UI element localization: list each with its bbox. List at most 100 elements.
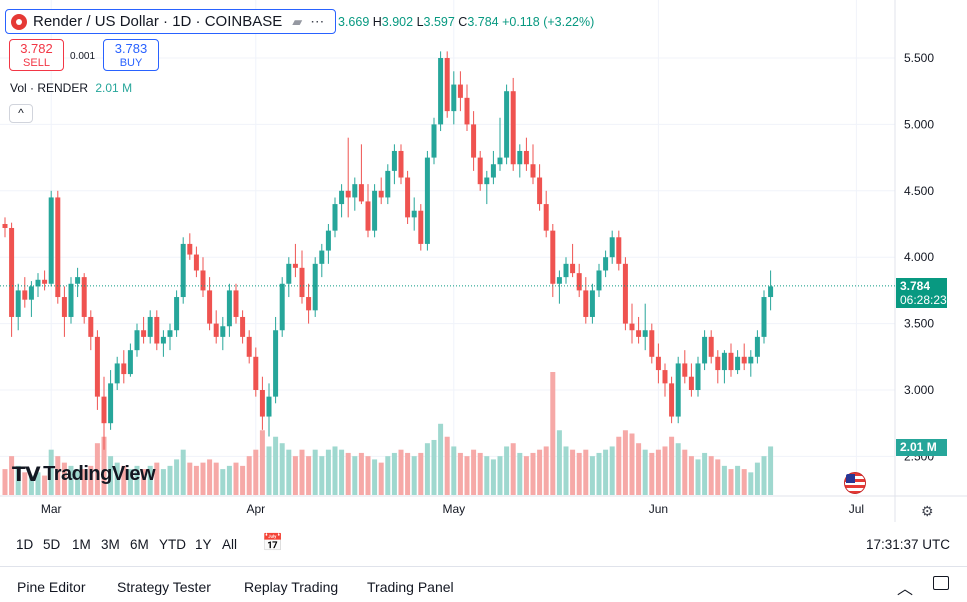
chevron-up-icon[interactable]: ︿ (897, 581, 914, 598)
tab-replay-trading[interactable]: Replay Trading (244, 579, 339, 595)
range-1m[interactable]: 1M (72, 537, 91, 552)
candle-body (42, 279, 48, 284)
candle-body (332, 204, 338, 231)
candle-body (213, 323, 219, 337)
candle-body (22, 290, 28, 300)
ohlc-high: 3.902 (381, 15, 414, 29)
volume-bar (207, 459, 213, 495)
volume-bar (94, 443, 100, 495)
range-3m[interactable]: 3M (101, 537, 120, 552)
candle-body (385, 170, 391, 198)
volume-bar (675, 443, 681, 495)
volume-bar (682, 449, 688, 495)
collapse-legend-button[interactable]: ^ (9, 104, 33, 123)
candle-body (444, 58, 450, 112)
range-all[interactable]: All (222, 537, 238, 552)
range-ytd[interactable]: YTD (159, 537, 186, 552)
volume-bar (48, 449, 54, 495)
volume-bar (411, 456, 417, 495)
volume-bar (81, 469, 87, 495)
range-1d[interactable]: 1D (16, 537, 34, 552)
volume-bar (702, 452, 708, 495)
volume-bar (477, 452, 483, 495)
x-tick-label: Jun (649, 502, 668, 516)
range-1y[interactable]: 1Y (195, 537, 212, 552)
candle-body (477, 157, 483, 185)
candle-body (748, 356, 754, 364)
range-6m[interactable]: 6M (130, 537, 149, 552)
tradingview-logo[interactable]: 𝗧𝗩 TradingView (12, 462, 156, 487)
candle-body (728, 352, 734, 371)
candle-body (246, 336, 252, 357)
candle-body (438, 58, 444, 125)
date-range-calendar-icon[interactable]: 📅 (262, 533, 284, 552)
volume-bar (233, 462, 239, 495)
volume-bar (134, 465, 140, 495)
tab-strategy-tester[interactable]: Strategy Tester (117, 579, 211, 595)
y-tick-label: 3.500 (904, 317, 934, 331)
volume-label: Vol · RENDER (10, 81, 89, 95)
candle-body (28, 286, 34, 300)
volume-bar (259, 430, 265, 495)
candle-body (180, 243, 186, 298)
buy-label: BUY (119, 57, 143, 69)
volume-bar (715, 459, 721, 495)
candle-body (530, 164, 536, 178)
candle-body (702, 336, 708, 364)
volume-bar (556, 430, 562, 495)
candle-body (484, 177, 490, 185)
candle-body (207, 290, 213, 324)
candle-body (266, 396, 272, 417)
candle-body (35, 279, 41, 287)
symbol-title: Render / US Dollar · 1D · COINBASE (33, 13, 283, 30)
candle-body (193, 254, 199, 271)
volume-bar (352, 456, 358, 495)
sell-button[interactable]: 3.782 SELL (9, 39, 64, 71)
volume-legend: Vol · RENDER 2.01 M (10, 81, 132, 95)
bottom-panel: Pine Editor Strategy Tester Replay Tradi… (0, 566, 967, 602)
volume-bar (517, 452, 523, 495)
volume-bar (306, 456, 312, 495)
candle-body (464, 97, 470, 125)
volume-bar (451, 446, 457, 495)
candle-body (510, 91, 516, 165)
gear-icon[interactable]: ⚙ (921, 503, 934, 519)
utc-clock[interactable]: 17:31:37 UTC (866, 537, 951, 552)
range-5d[interactable]: 5D (43, 537, 61, 552)
candle-body (431, 124, 437, 158)
candle-body (187, 243, 193, 255)
volume-bar (141, 469, 147, 495)
candle-body (583, 290, 589, 317)
bar-countdown: 06:28:23 (900, 293, 947, 307)
ohlc-open: 3.669 (338, 15, 370, 29)
candle-body (2, 224, 8, 228)
tab-pine-editor[interactable]: Pine Editor (17, 579, 86, 595)
flag-icon[interactable]: ▰ (292, 13, 303, 29)
maximize-icon[interactable] (933, 576, 949, 590)
candle-body (378, 190, 384, 198)
more-icon[interactable]: ⋯ (310, 13, 325, 29)
volume-bar (622, 430, 628, 495)
candle-body (504, 91, 510, 158)
volume-bar (761, 456, 767, 495)
volume-bar (728, 469, 734, 495)
tab-trading-panel[interactable]: Trading Panel (367, 579, 454, 595)
candle-body (88, 316, 94, 337)
buy-button[interactable]: 3.783 BUY (103, 39, 159, 71)
volume-bar (484, 456, 490, 495)
candle-body (273, 330, 279, 397)
volume-bar (391, 452, 397, 495)
volume-bar (75, 469, 81, 495)
symbol-title-box[interactable]: Render / US Dollar · 1D · COINBASE ▰ ⋯ (5, 9, 336, 34)
volume-bar (286, 449, 292, 495)
volume-bar (127, 469, 133, 495)
volume-bar (147, 465, 153, 495)
candle-body (517, 150, 523, 165)
us-flag-icon[interactable] (844, 472, 866, 494)
volume-bar (405, 452, 411, 495)
volume-bar (537, 449, 543, 495)
ohlc-low-label: L (416, 15, 424, 29)
candle-body (253, 356, 259, 390)
candle-body (174, 297, 180, 331)
